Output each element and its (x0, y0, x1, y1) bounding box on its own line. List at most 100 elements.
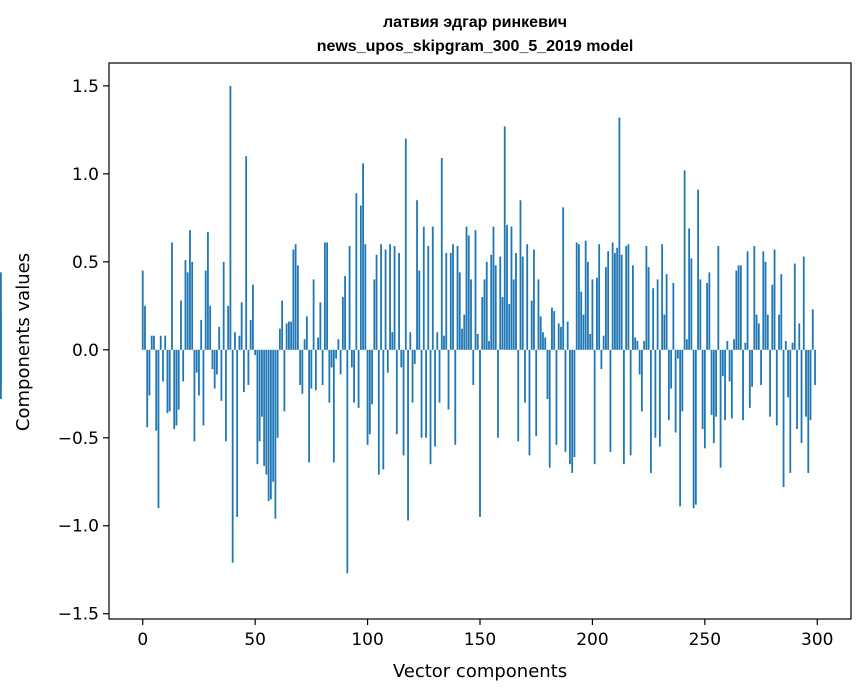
bar (337, 339, 340, 350)
bar (380, 244, 382, 350)
bar (146, 349, 149, 428)
y-tick-label: 0.0 (72, 341, 99, 361)
bar (321, 349, 324, 385)
bar (168, 349, 171, 412)
bar (638, 349, 641, 375)
bar (227, 305, 230, 350)
x-axis-ticks: 0 50 100 150 200 250 300 (137, 619, 833, 650)
bar (771, 284, 774, 350)
bar (706, 282, 708, 350)
y-tick-label: −0.5 (58, 429, 99, 449)
bar (470, 279, 472, 350)
bar (144, 305, 146, 350)
bar (575, 242, 578, 350)
bar (611, 242, 614, 350)
bar (602, 335, 605, 350)
bar (189, 230, 191, 350)
bar (425, 349, 427, 438)
bar (429, 349, 432, 465)
bar (654, 349, 657, 438)
bar (296, 265, 299, 350)
bar (303, 339, 306, 350)
bar (373, 279, 376, 350)
bar (620, 254, 623, 350)
bar (609, 349, 612, 452)
bar (314, 349, 317, 391)
bar (220, 349, 223, 401)
bar (308, 349, 311, 463)
bar (265, 349, 268, 475)
bar (447, 349, 450, 410)
x-tick-label: 200 (576, 630, 608, 650)
bar (589, 333, 592, 350)
bar (784, 341, 787, 350)
bar (562, 207, 565, 350)
bar (789, 349, 792, 473)
bar (301, 349, 304, 394)
bar (319, 302, 322, 350)
bar (195, 349, 198, 373)
bar (204, 270, 207, 350)
bar (416, 200, 418, 350)
bar (775, 349, 778, 426)
bar (512, 279, 515, 350)
bar (580, 291, 583, 350)
bar (236, 349, 239, 517)
bar (449, 253, 452, 350)
bar (640, 349, 643, 412)
bar (710, 349, 713, 415)
bar (207, 231, 209, 350)
bar (724, 349, 726, 421)
bar (386, 349, 389, 373)
bar (557, 323, 560, 350)
bar (503, 126, 506, 350)
bar (344, 275, 346, 350)
bar (162, 349, 164, 382)
bar (355, 193, 358, 350)
bar (521, 256, 524, 350)
bar (211, 349, 214, 370)
bar (332, 349, 335, 463)
bar (587, 261, 589, 350)
bar (0, 272, 2, 350)
bar (690, 258, 693, 350)
bar (234, 332, 236, 350)
bar (492, 226, 495, 350)
bar (231, 349, 234, 563)
bar (229, 85, 232, 350)
bar (443, 335, 445, 350)
bar (652, 288, 655, 350)
bars-group (0, 85, 816, 574)
bar (658, 349, 661, 447)
bar (269, 349, 272, 500)
bar (292, 249, 295, 350)
bar (330, 349, 333, 368)
bar (357, 349, 360, 408)
bar (483, 279, 486, 350)
bar (225, 349, 227, 442)
bar (762, 251, 765, 350)
bar (515, 253, 517, 350)
bar (490, 254, 493, 350)
bar (375, 254, 378, 350)
bar (506, 224, 508, 350)
bar (645, 245, 648, 350)
y-tick-label: 1.0 (72, 165, 99, 185)
bar (175, 349, 178, 426)
bar (535, 349, 538, 437)
bar (436, 332, 439, 350)
bar (180, 300, 182, 350)
bar (384, 249, 387, 350)
bar (679, 349, 682, 507)
bar (670, 349, 673, 389)
bar (793, 263, 796, 350)
bar (681, 349, 684, 412)
bar (636, 341, 639, 350)
bar (616, 247, 619, 350)
bar (676, 349, 679, 359)
bar (267, 349, 270, 502)
bar (202, 349, 205, 426)
chart-subtitle: news_upos_skipgram_300_5_2019 model (317, 38, 634, 55)
bar (258, 349, 261, 442)
bar (643, 341, 646, 350)
